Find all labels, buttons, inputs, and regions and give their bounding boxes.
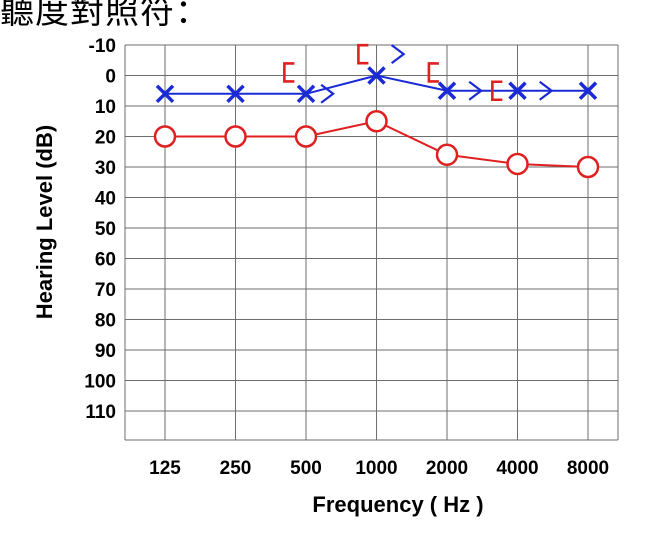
bone-marker-bracket xyxy=(357,43,369,65)
series-segment xyxy=(376,74,448,92)
y-tick-label: 90 xyxy=(95,341,116,362)
y-tick-label: 70 xyxy=(95,280,116,301)
x-marker-stroke xyxy=(508,81,527,100)
x-tick-label: 125 xyxy=(149,458,181,479)
o-marker xyxy=(224,125,247,148)
x-tick-label: 2000 xyxy=(426,458,468,479)
x-tick-label: 250 xyxy=(220,458,252,479)
y-tick-label: 10 xyxy=(95,97,116,118)
series-segment xyxy=(446,153,518,165)
x-marker-stroke xyxy=(226,84,245,104)
bone-marker-right xyxy=(390,44,406,65)
x-marker-stroke xyxy=(296,84,316,104)
series-marks xyxy=(153,66,600,179)
x-tick-label: 1000 xyxy=(355,458,397,479)
o-marker xyxy=(435,143,459,167)
bone-marker-right xyxy=(320,83,335,104)
x-axis-label: Frequency ( Hz ) xyxy=(312,492,483,517)
y-tick-label: 40 xyxy=(95,189,116,210)
y-tick-labels: -10 0 10 20 30 40 50 60 70 80 90 100 110 xyxy=(84,36,116,423)
x-marker xyxy=(578,81,598,100)
bone-marker-bracket xyxy=(283,62,295,83)
series-segment xyxy=(305,74,377,95)
x-tick-label: 4000 xyxy=(496,458,538,479)
bone-conduction-marks xyxy=(283,43,554,104)
bone-marker-bracket xyxy=(427,62,439,83)
y-axis-label: Hearing Level (dB) xyxy=(32,125,57,319)
caption-text: 聽度對照符： xyxy=(0,0,210,32)
o-marker xyxy=(506,152,529,176)
y-tick-label: 100 xyxy=(84,372,116,393)
x-marker xyxy=(226,84,245,104)
x-tick-labels: 125 250 500 1000 2000 4000 8000 xyxy=(149,458,609,479)
y-tick-label: 0 xyxy=(105,67,116,88)
bone-marker-bracket xyxy=(491,80,503,102)
x-tick-label: 500 xyxy=(290,458,322,479)
x-marker-stroke xyxy=(367,66,386,85)
x-marker xyxy=(296,84,316,104)
y-tick-label: 60 xyxy=(95,250,116,271)
x-marker xyxy=(367,66,386,85)
series-segment xyxy=(305,120,377,138)
x-marker xyxy=(155,84,175,104)
bone-marker-right xyxy=(468,80,484,101)
o-marker xyxy=(365,110,388,133)
y-tick-label: 80 xyxy=(95,311,116,332)
series-segment xyxy=(376,120,448,156)
o-marker xyxy=(576,155,600,179)
x-marker-stroke xyxy=(578,81,598,100)
y-tick-label: 20 xyxy=(95,128,116,149)
y-tick-label: 110 xyxy=(85,402,116,423)
y-tick-label: 50 xyxy=(95,219,116,240)
x-marker xyxy=(508,81,527,100)
o-marker xyxy=(153,125,177,148)
x-marker xyxy=(437,81,457,100)
y-tick-label: -10 xyxy=(89,36,116,57)
y-tick-label: 30 xyxy=(95,158,116,179)
bone-marker-right xyxy=(539,80,554,101)
o-marker xyxy=(294,125,318,148)
x-marker-stroke xyxy=(437,81,457,100)
grid xyxy=(124,44,619,441)
x-marker-stroke xyxy=(155,84,175,104)
series-segment xyxy=(517,162,589,168)
x-tick-label: 8000 xyxy=(567,458,609,479)
